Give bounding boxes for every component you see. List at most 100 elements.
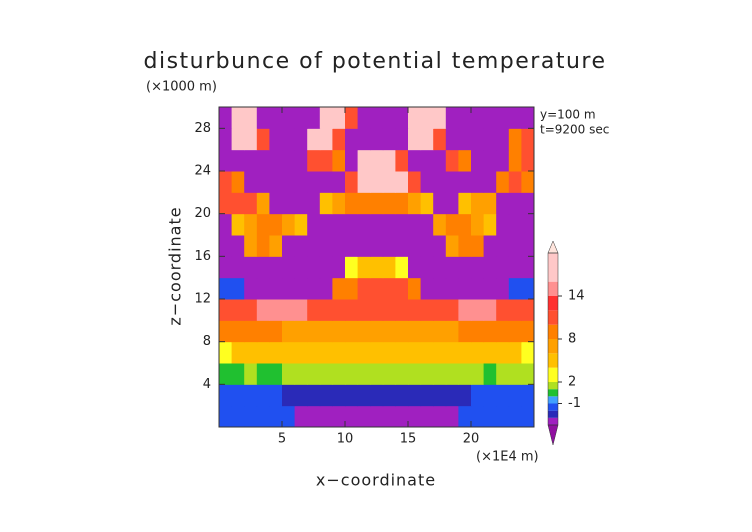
contour-cell bbox=[521, 277, 535, 300]
contour-cell bbox=[420, 299, 434, 321]
contour-cell bbox=[357, 171, 371, 193]
contour-cell bbox=[483, 171, 497, 193]
contour-cell bbox=[256, 341, 270, 364]
contour-cell bbox=[508, 171, 522, 193]
contour-cell bbox=[219, 235, 233, 257]
contour-cell bbox=[395, 363, 409, 385]
contour-cell bbox=[471, 405, 485, 428]
contour-cell bbox=[471, 299, 485, 321]
contour-cell bbox=[256, 277, 270, 300]
contour-cell bbox=[445, 171, 459, 193]
y-tick-label: 16 bbox=[194, 249, 211, 264]
contour-cell bbox=[332, 192, 346, 215]
colorbar-band bbox=[548, 410, 558, 418]
contour-cell bbox=[471, 128, 485, 151]
contour-cell bbox=[420, 128, 434, 151]
contour-cell bbox=[445, 320, 459, 343]
contour-cell bbox=[521, 363, 535, 385]
contour-cell bbox=[244, 192, 258, 215]
contour-cell bbox=[458, 256, 472, 279]
x-axis-label: x−coordinate bbox=[316, 471, 436, 490]
contour-cell bbox=[282, 192, 296, 215]
contour-cell bbox=[231, 213, 245, 236]
contour-cell bbox=[420, 384, 434, 407]
contour-cell bbox=[345, 363, 359, 385]
contour-cell bbox=[496, 107, 510, 129]
contour-cell bbox=[294, 192, 308, 215]
chart-title: disturbunce of potential temperature bbox=[144, 49, 607, 74]
contour-cell bbox=[345, 235, 359, 257]
contour-cell bbox=[269, 213, 283, 236]
contour-cell bbox=[395, 192, 409, 215]
contour-cell bbox=[244, 149, 258, 172]
contour-cell bbox=[244, 320, 258, 343]
x-tick-label: 20 bbox=[463, 432, 480, 447]
contour-cell bbox=[483, 128, 497, 151]
contour-cell bbox=[269, 341, 283, 364]
contour-cell bbox=[319, 320, 333, 343]
contour-cell bbox=[433, 320, 447, 343]
contour-cell bbox=[269, 128, 283, 151]
contour-cell bbox=[382, 107, 396, 129]
contour-cell bbox=[231, 405, 245, 428]
contour-cell bbox=[433, 235, 447, 257]
contour-cell bbox=[471, 171, 485, 193]
contour-cell bbox=[458, 363, 472, 385]
colorbar-band bbox=[548, 339, 558, 354]
contour-cell bbox=[508, 192, 522, 215]
contour-cell bbox=[219, 171, 233, 193]
x-tick-label: 5 bbox=[278, 432, 286, 447]
contour-cell bbox=[282, 363, 296, 385]
contour-cell bbox=[345, 341, 359, 364]
contour-cell bbox=[294, 363, 308, 385]
contour-cell bbox=[420, 149, 434, 172]
contour-cell bbox=[256, 299, 270, 321]
contour-cell bbox=[256, 149, 270, 172]
contour-cell bbox=[408, 171, 422, 193]
contour-cell bbox=[395, 320, 409, 343]
contour-cell bbox=[458, 192, 472, 215]
colorbar-tick-label: -1 bbox=[568, 396, 581, 411]
contour-cell bbox=[508, 384, 522, 407]
colorbar-band bbox=[548, 396, 558, 404]
contour-cell bbox=[370, 107, 384, 129]
contour-cell bbox=[319, 405, 333, 428]
contour-cell bbox=[395, 341, 409, 364]
contour-cell bbox=[408, 256, 422, 279]
contour-cell bbox=[420, 341, 434, 364]
contour-cell bbox=[382, 299, 396, 321]
contour-cell bbox=[307, 107, 321, 129]
contour-cell bbox=[345, 213, 359, 236]
contour-cell bbox=[357, 299, 371, 321]
contour-cell bbox=[496, 320, 510, 343]
contour-cell bbox=[269, 192, 283, 215]
contour-cell bbox=[408, 213, 422, 236]
contour-cell bbox=[370, 256, 384, 279]
colorbar-tick-label: 2 bbox=[568, 375, 576, 390]
contour-cell bbox=[408, 363, 422, 385]
contour-cell bbox=[445, 256, 459, 279]
contour-cell bbox=[307, 277, 321, 300]
contour-cell bbox=[496, 363, 510, 385]
contour-cell bbox=[433, 299, 447, 321]
contour-cell bbox=[408, 384, 422, 407]
contour-cell bbox=[294, 320, 308, 343]
contour-cell bbox=[458, 213, 472, 236]
y-tick-label: 24 bbox=[194, 164, 211, 179]
contour-cell bbox=[319, 213, 333, 236]
contour-cell bbox=[382, 341, 396, 364]
contour-cell bbox=[458, 277, 472, 300]
contour-cell bbox=[345, 384, 359, 407]
contour-cell bbox=[357, 384, 371, 407]
contour-cell bbox=[445, 299, 459, 321]
contour-cell bbox=[332, 128, 346, 151]
contour-cell bbox=[408, 235, 422, 257]
contour-cell bbox=[219, 277, 233, 300]
contour-cell bbox=[282, 171, 296, 193]
contour-cell bbox=[433, 192, 447, 215]
contour-cell bbox=[269, 107, 283, 129]
contour-cell bbox=[282, 299, 296, 321]
contour-cell bbox=[521, 171, 535, 193]
contour-cell bbox=[370, 384, 384, 407]
